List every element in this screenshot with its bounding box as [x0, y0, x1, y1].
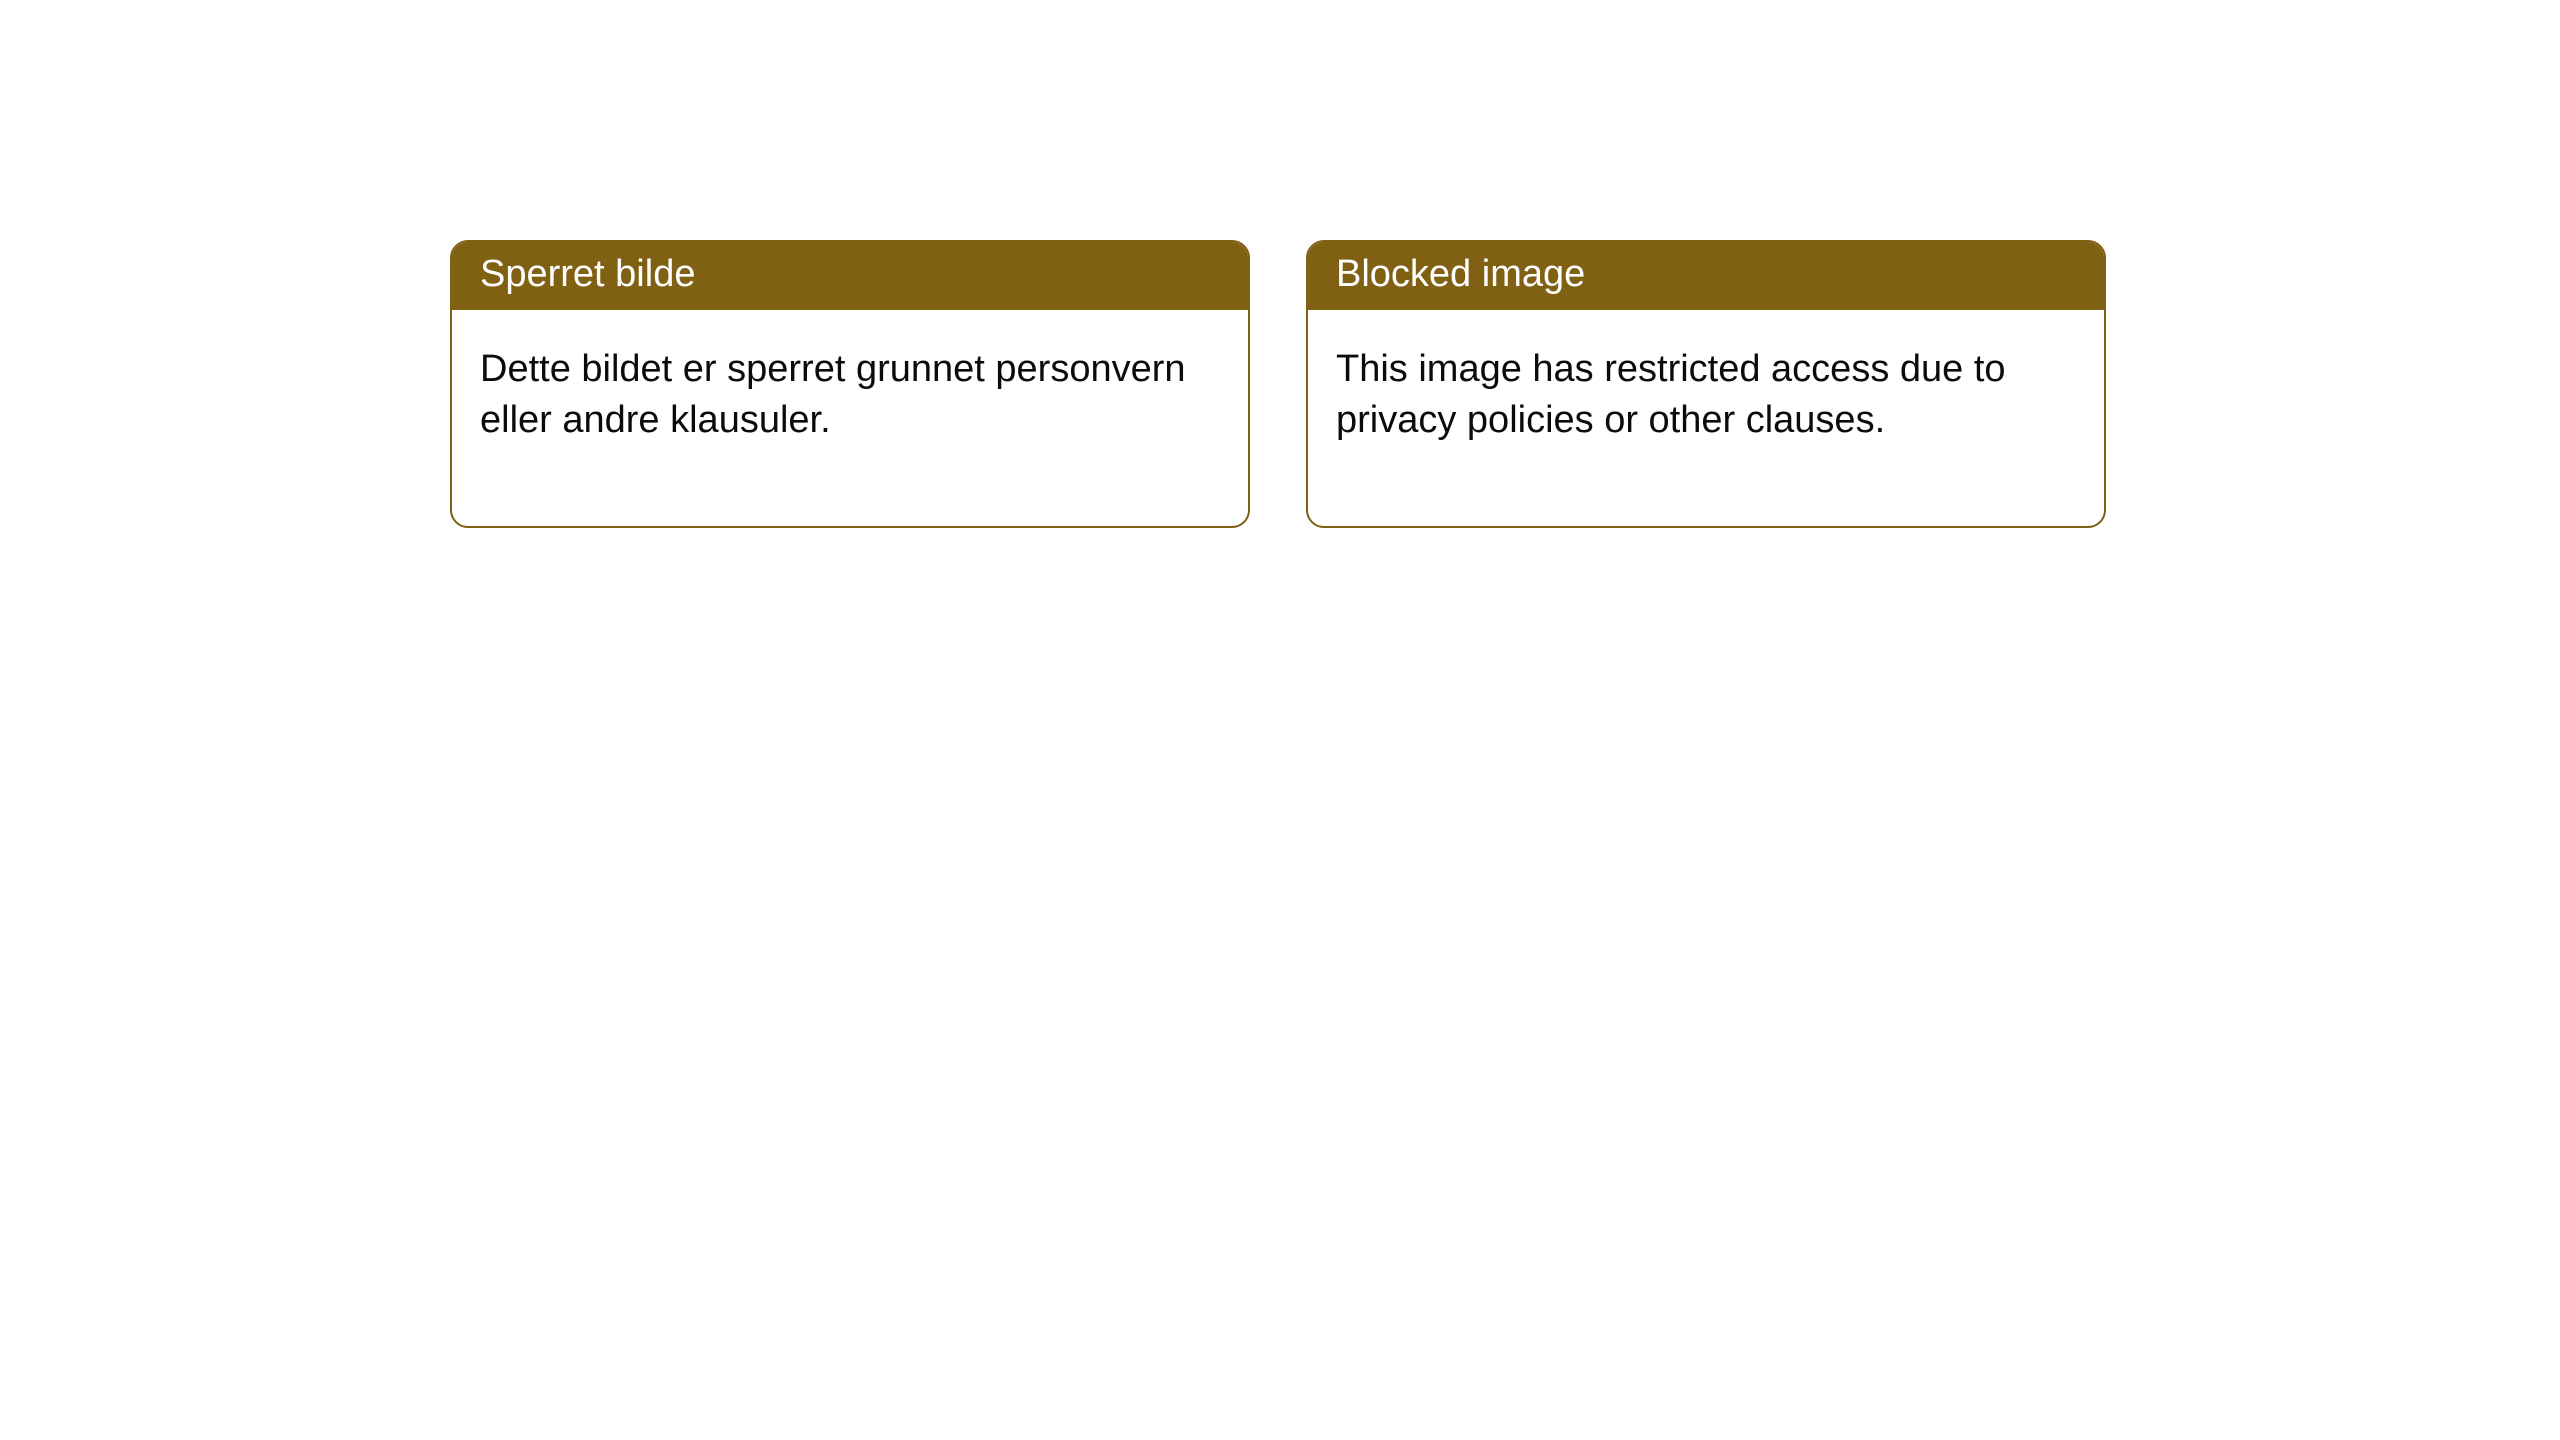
- blocked-image-card-no: Sperret bilde Dette bildet er sperret gr…: [450, 240, 1250, 528]
- blocked-image-notice-row: Sperret bilde Dette bildet er sperret gr…: [450, 240, 2560, 528]
- card-header-no: Sperret bilde: [452, 242, 1248, 310]
- card-header-en: Blocked image: [1308, 242, 2104, 310]
- card-body-no: Dette bildet er sperret grunnet personve…: [452, 310, 1248, 527]
- card-body-en: This image has restricted access due to …: [1308, 310, 2104, 527]
- blocked-image-card-en: Blocked image This image has restricted …: [1306, 240, 2106, 528]
